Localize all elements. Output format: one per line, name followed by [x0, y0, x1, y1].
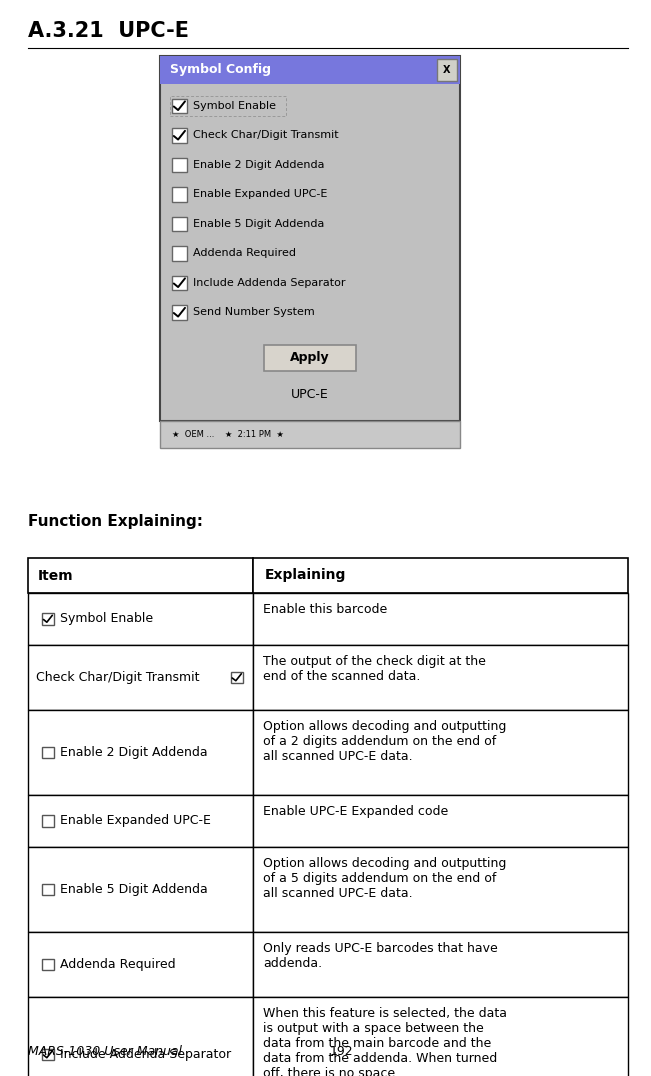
Bar: [172, 275, 186, 291]
Bar: [172, 158, 186, 172]
Text: A.3.21  UPC-E: A.3.21 UPC-E: [28, 22, 189, 41]
Text: The output of the check digit at the
end of the scanned data.: The output of the check digit at the end…: [263, 655, 486, 683]
Bar: [172, 128, 186, 143]
Bar: [231, 671, 243, 683]
Bar: [253, 932, 628, 997]
Text: Check Char/Digit Transmit: Check Char/Digit Transmit: [36, 671, 199, 684]
Bar: [170, 96, 286, 116]
Bar: [253, 710, 628, 795]
Bar: [172, 306, 186, 320]
Text: MARS-1030 User Manual: MARS-1030 User Manual: [28, 1045, 182, 1058]
Bar: [42, 816, 53, 826]
Text: Option allows decoding and outputting
of a 5 digits addendum on the end of
all s: Option allows decoding and outputting of…: [263, 856, 506, 900]
Bar: [42, 883, 53, 895]
Text: When this feature is selected, the data
is output with a space between the
data : When this feature is selected, the data …: [263, 1007, 507, 1076]
Bar: [253, 997, 628, 1076]
Text: X: X: [443, 65, 450, 75]
Text: Enable UPC-E Expanded code: Enable UPC-E Expanded code: [263, 805, 449, 818]
Text: 192: 192: [330, 1045, 353, 1058]
Text: Include Addenda Separator: Include Addenda Separator: [61, 1048, 232, 1061]
Bar: [437, 59, 457, 81]
Text: Symbol Enable: Symbol Enable: [61, 612, 154, 625]
Text: Send Number System: Send Number System: [193, 308, 314, 317]
Bar: [172, 246, 186, 260]
Bar: [253, 645, 628, 710]
Text: ★  OEM ...    ★  2:11 PM  ★: ★ OEM ... ★ 2:11 PM ★: [172, 430, 284, 439]
Bar: [253, 593, 628, 645]
Text: Enable 2 Digit Addenda: Enable 2 Digit Addenda: [193, 160, 324, 170]
Bar: [28, 593, 253, 645]
Text: Explaining: Explaining: [265, 568, 346, 582]
Bar: [253, 847, 628, 932]
Bar: [42, 747, 53, 759]
Text: Enable 5 Digit Addenda: Enable 5 Digit Addenda: [61, 883, 208, 896]
Text: Only reads UPC-E barcodes that have
addenda.: Only reads UPC-E barcodes that have adde…: [263, 942, 498, 969]
Text: Function Explaining:: Function Explaining:: [28, 514, 203, 529]
Text: Check Char/Digit Transmit: Check Char/Digit Transmit: [193, 130, 338, 141]
Bar: [28, 997, 253, 1076]
Bar: [160, 56, 460, 421]
Bar: [172, 99, 186, 113]
Bar: [42, 613, 53, 625]
Text: Item: Item: [38, 568, 74, 582]
Bar: [28, 795, 253, 847]
Bar: [264, 345, 356, 371]
Bar: [160, 56, 460, 84]
Text: Addenda Required: Addenda Required: [193, 249, 296, 258]
Bar: [28, 847, 253, 932]
Text: UPC-E: UPC-E: [291, 388, 329, 401]
Bar: [28, 558, 253, 593]
Bar: [28, 932, 253, 997]
Text: Enable Expanded UPC-E: Enable Expanded UPC-E: [193, 189, 327, 199]
Text: Include Addenda Separator: Include Addenda Separator: [193, 278, 345, 288]
Bar: [253, 795, 628, 847]
Text: Enable 5 Digit Addenda: Enable 5 Digit Addenda: [193, 220, 324, 229]
Bar: [28, 645, 253, 710]
Text: Symbol Enable: Symbol Enable: [193, 101, 275, 111]
Bar: [42, 1049, 53, 1060]
Bar: [253, 558, 628, 593]
Text: Enable this barcode: Enable this barcode: [263, 603, 387, 615]
Bar: [172, 216, 186, 231]
Bar: [160, 421, 460, 448]
Bar: [172, 187, 186, 201]
Bar: [28, 710, 253, 795]
Bar: [42, 959, 53, 971]
Text: Option allows decoding and outputting
of a 2 digits addendum on the end of
all s: Option allows decoding and outputting of…: [263, 720, 506, 763]
Text: Enable Expanded UPC-E: Enable Expanded UPC-E: [61, 815, 212, 827]
Text: Apply: Apply: [290, 352, 330, 365]
Text: Symbol Config: Symbol Config: [170, 63, 271, 76]
Text: Addenda Required: Addenda Required: [61, 958, 176, 971]
Text: Enable 2 Digit Addenda: Enable 2 Digit Addenda: [61, 746, 208, 759]
